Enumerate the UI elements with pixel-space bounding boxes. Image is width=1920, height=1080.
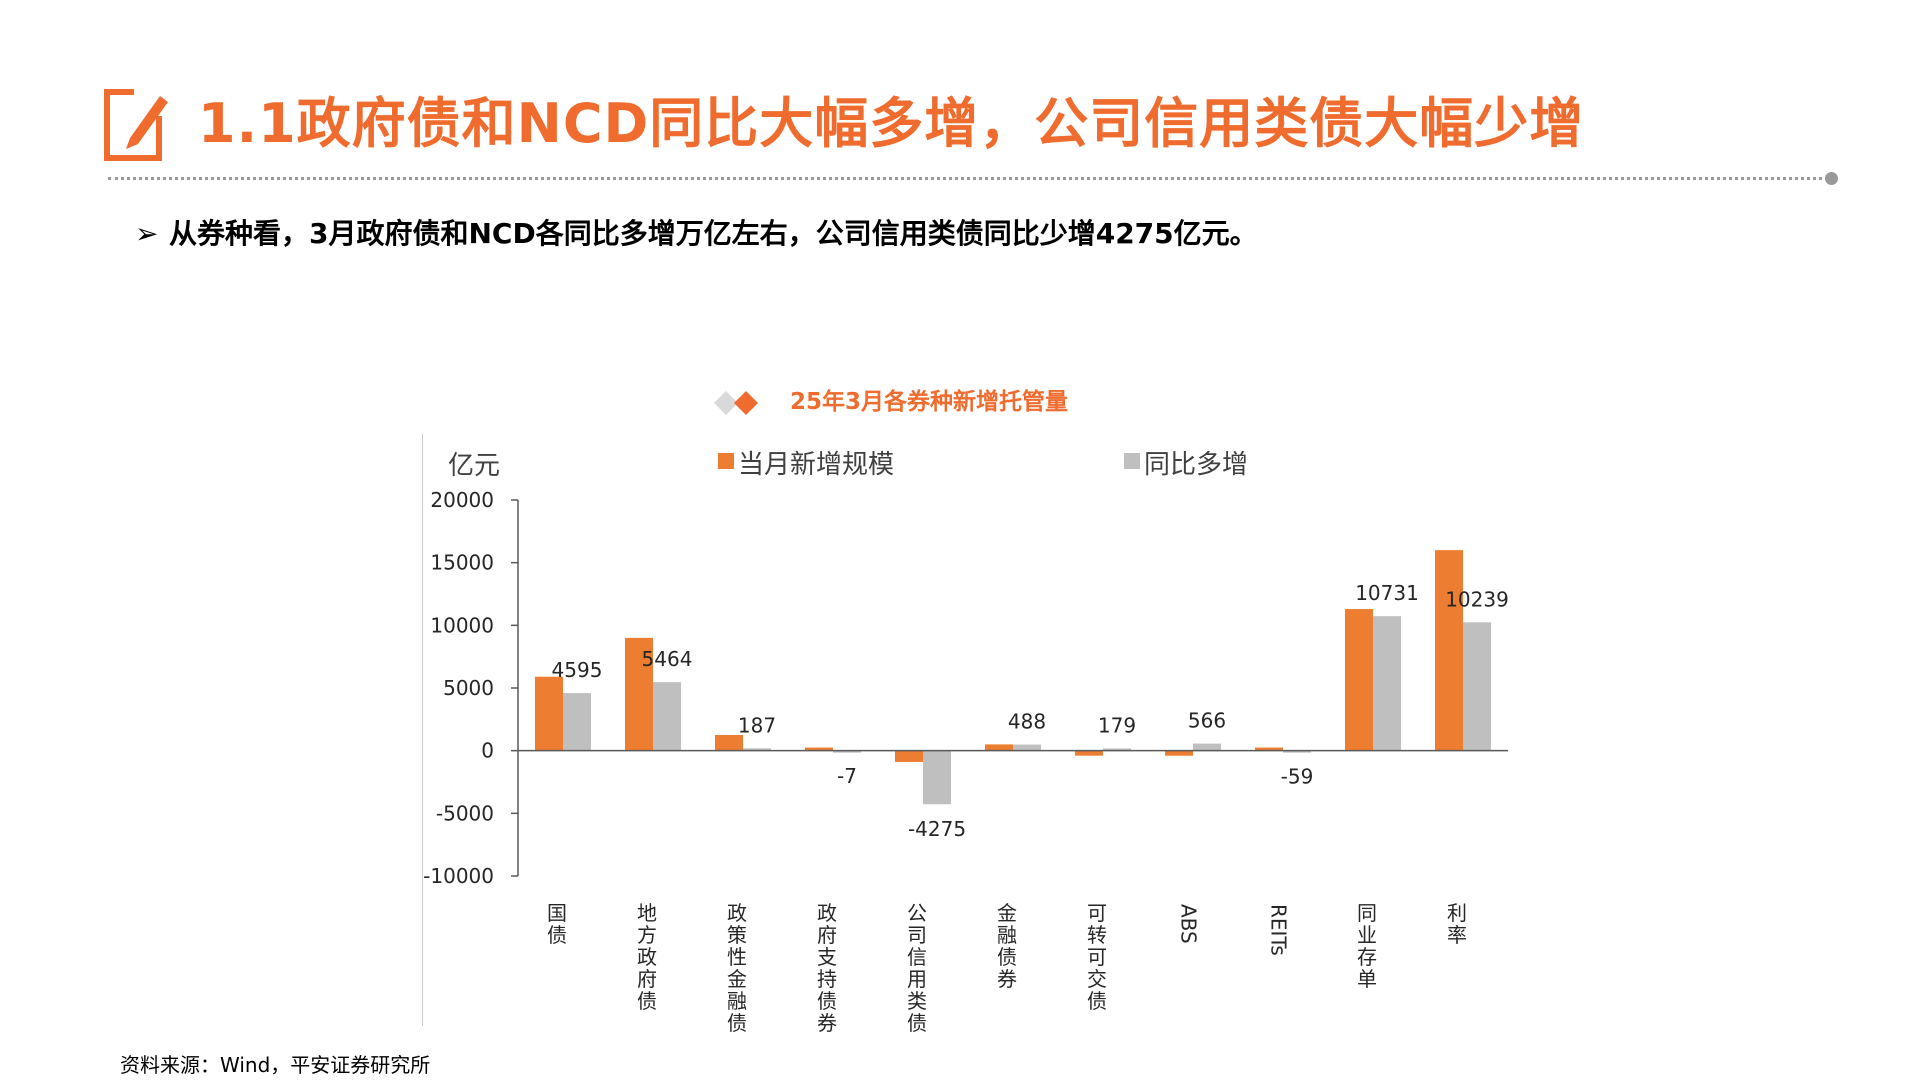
chart-frame-line xyxy=(422,434,423,1026)
bar-yoy-0 xyxy=(563,693,591,751)
data-label-10: 10239 xyxy=(1445,587,1509,611)
data-label-3: -7 xyxy=(837,764,857,788)
y-tick-label: 10000 xyxy=(430,613,494,637)
bar-yoy-5 xyxy=(1013,744,1041,751)
legend-swatch-current xyxy=(718,453,734,469)
data-label-0: 4595 xyxy=(552,658,603,682)
data-label-5: 488 xyxy=(1008,710,1046,734)
legend-swatch-yoy xyxy=(1124,453,1140,469)
legend-label-current: 当月新增规模 xyxy=(738,450,894,480)
y-axis-unit: 亿元 xyxy=(448,451,500,481)
bar-current-8 xyxy=(1255,747,1283,751)
bar-current-0 xyxy=(535,676,563,751)
category-label-3: 政府支持债券 xyxy=(817,901,837,1035)
data-label-6: 179 xyxy=(1098,713,1136,737)
bar-yoy-2 xyxy=(743,748,771,751)
chart-title: 25年3月各券种新增托管量 xyxy=(790,389,1069,415)
data-label-7: 566 xyxy=(1188,709,1226,733)
data-label-4: -4275 xyxy=(908,817,966,841)
bar-current-5 xyxy=(985,744,1013,751)
y-tick-label: 20000 xyxy=(430,488,494,512)
y-tick-label: -10000 xyxy=(423,864,494,888)
bar-yoy-3 xyxy=(833,750,861,753)
data-label-1: 5464 xyxy=(642,647,693,671)
data-label-8: -59 xyxy=(1281,764,1314,788)
bullet-text: 从券种看，3月政府债和NCD各同比多增万亿左右，公司信用类债同比少增4275亿元… xyxy=(169,217,1258,250)
divider-end-dot xyxy=(1825,172,1838,185)
bar-yoy-7 xyxy=(1193,743,1221,751)
bar-yoy-8 xyxy=(1283,750,1311,753)
legend-label-yoy: 同比多增 xyxy=(1144,450,1248,480)
bar-current-6 xyxy=(1075,750,1103,756)
category-label-10: 利率 xyxy=(1447,901,1467,947)
bar-yoy-10 xyxy=(1463,622,1491,751)
bar-yoy-1 xyxy=(653,682,681,751)
bar-current-4 xyxy=(895,750,923,762)
bar-yoy-9 xyxy=(1373,616,1401,751)
category-labels: 国债 地方政府债 政策性金融债 政府支持债券 公司信用类债 金融债券 可转可交债 ABS REI… xyxy=(547,901,1467,1035)
bar-current-9 xyxy=(1345,609,1373,751)
diamond-pair-icon xyxy=(714,391,758,415)
category-label-1: 地方政府债 xyxy=(637,901,657,1013)
category-label-5: 金融债券 xyxy=(997,901,1017,991)
bar-yoy-6 xyxy=(1103,748,1131,751)
page-title: 1.1政府债和NCD同比大幅多增，公司信用类债大幅少增 xyxy=(198,92,1585,155)
bar-current-7 xyxy=(1165,750,1193,756)
category-label-4: 公司信用类债 xyxy=(907,901,927,1035)
bar-current-2 xyxy=(715,735,743,751)
y-tick-label: -5000 xyxy=(436,801,494,825)
category-label-7: ABS xyxy=(1177,904,1201,944)
y-tick-label: 5000 xyxy=(443,676,494,700)
bars xyxy=(535,550,1491,805)
source-note: 资料来源：Wind，平安证券研究所 xyxy=(120,1053,431,1077)
y-tick-label: 0 xyxy=(481,739,494,763)
category-label-6: 可转可交债 xyxy=(1087,901,1107,1013)
bar-current-3 xyxy=(805,747,833,751)
y-tick-label: 15000 xyxy=(430,551,494,575)
bullet-arrow-icon: ➢ xyxy=(135,217,159,250)
bar-current-10 xyxy=(1435,550,1463,751)
data-label-9: 10731 xyxy=(1355,581,1419,605)
category-label-9: 同业存单 xyxy=(1357,901,1377,991)
edit-pencil-icon xyxy=(104,86,170,161)
category-label-0: 国债 xyxy=(547,901,567,947)
bullet-point: ➢ 从券种看，3月政府债和NCD各同比多增万亿左右，公司信用类债同比少增4275亿… xyxy=(135,214,1258,254)
data-label-2: 187 xyxy=(738,713,776,737)
category-label-8: REITs xyxy=(1267,904,1291,956)
y-axis: -10000 -5000 0 5000 10000 15000 20000 xyxy=(423,488,519,888)
data-labels: 4595 5464 187 -7 -4275 488 179 566 -59 10731 10239 xyxy=(552,581,1509,841)
title-divider xyxy=(108,177,1828,180)
bar-current-1 xyxy=(625,637,653,751)
bar-yoy-4 xyxy=(923,750,951,805)
category-label-2: 政策性金融债 xyxy=(727,901,747,1035)
